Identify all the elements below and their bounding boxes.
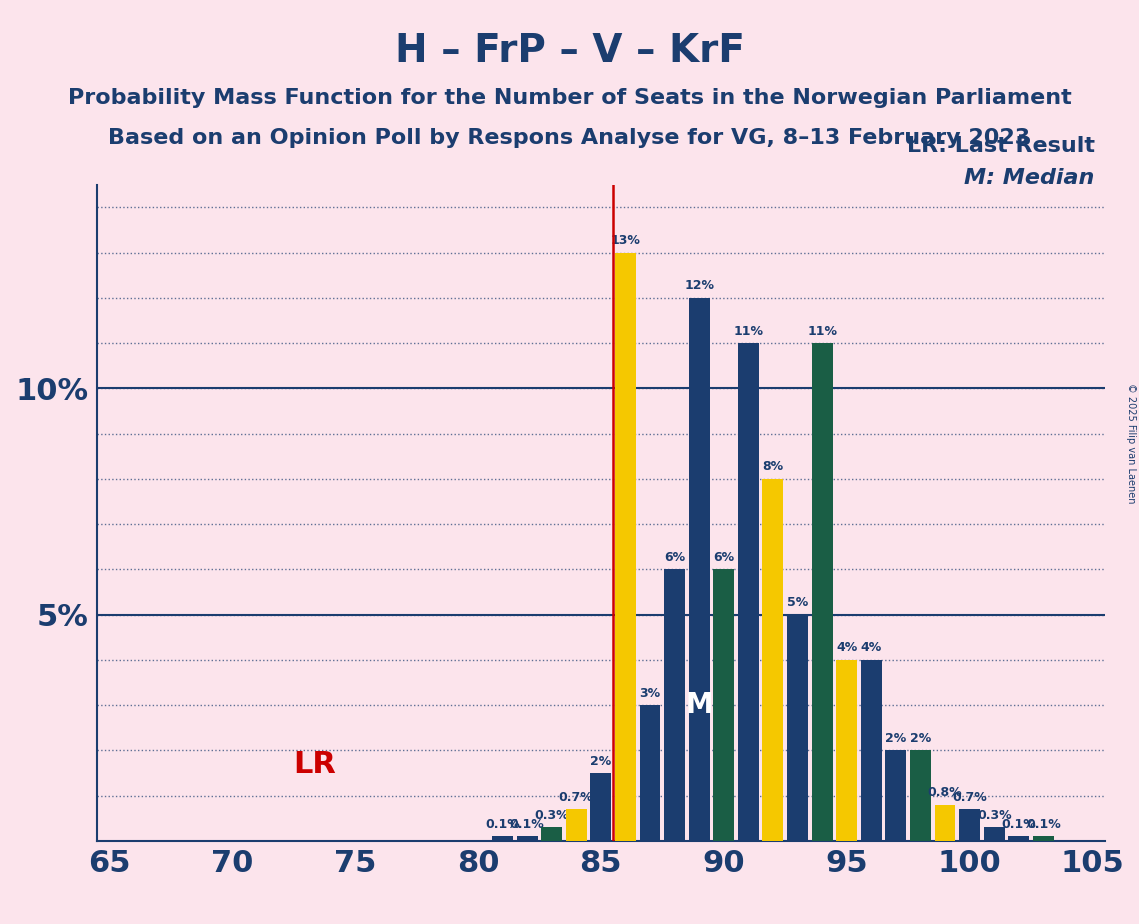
Text: Based on an Opinion Poll by Respons Analyse for VG, 8–13 February 2023: Based on an Opinion Poll by Respons Anal… — [108, 128, 1031, 148]
Bar — [639, 705, 661, 841]
Bar — [689, 298, 710, 841]
Bar — [836, 660, 858, 841]
Text: LR: LR — [294, 750, 336, 779]
Text: 12%: 12% — [685, 279, 714, 293]
Text: 0.7%: 0.7% — [952, 791, 988, 804]
Bar — [615, 252, 636, 841]
Bar — [935, 805, 956, 841]
Bar — [566, 809, 587, 841]
Bar — [787, 614, 808, 841]
Text: 0.8%: 0.8% — [927, 786, 962, 799]
Text: 0.1%: 0.1% — [1001, 818, 1036, 831]
Text: M: M — [686, 691, 713, 719]
Text: 0.1%: 0.1% — [1026, 818, 1060, 831]
Text: 2%: 2% — [885, 732, 907, 745]
Text: 0.7%: 0.7% — [559, 791, 593, 804]
Text: 8%: 8% — [762, 460, 784, 473]
Bar — [517, 836, 538, 841]
Bar — [590, 773, 612, 841]
Text: 11%: 11% — [734, 324, 763, 338]
Text: 6%: 6% — [713, 551, 735, 564]
Text: H – FrP – V – KrF: H – FrP – V – KrF — [394, 32, 745, 70]
Text: Probability Mass Function for the Number of Seats in the Norwegian Parliament: Probability Mass Function for the Number… — [67, 88, 1072, 108]
Bar — [959, 809, 980, 841]
Text: 0.1%: 0.1% — [509, 818, 544, 831]
Bar — [861, 660, 882, 841]
Bar — [1008, 836, 1030, 841]
Bar — [492, 836, 513, 841]
Bar — [885, 750, 907, 841]
Bar — [1033, 836, 1054, 841]
Text: 4%: 4% — [836, 641, 858, 654]
Text: M: Median: M: Median — [965, 168, 1095, 188]
Text: 4%: 4% — [861, 641, 882, 654]
Text: © 2025 Filip van Laenen: © 2025 Filip van Laenen — [1126, 383, 1136, 504]
Bar — [812, 343, 833, 841]
Text: 2%: 2% — [590, 755, 612, 768]
Bar — [713, 569, 735, 841]
Text: 6%: 6% — [664, 551, 686, 564]
Text: 13%: 13% — [611, 235, 640, 248]
Bar — [541, 827, 563, 841]
Text: 0.1%: 0.1% — [485, 818, 519, 831]
Text: 5%: 5% — [787, 596, 809, 609]
Text: 2%: 2% — [910, 732, 931, 745]
Bar — [762, 479, 784, 841]
Text: 0.3%: 0.3% — [977, 808, 1011, 821]
Bar — [664, 569, 685, 841]
Text: 0.3%: 0.3% — [534, 808, 570, 821]
Text: 11%: 11% — [808, 324, 837, 338]
Bar — [910, 750, 931, 841]
Bar — [984, 827, 1005, 841]
Bar — [738, 343, 759, 841]
Text: LR: Last Result: LR: Last Result — [907, 136, 1095, 155]
Text: 3%: 3% — [639, 687, 661, 699]
